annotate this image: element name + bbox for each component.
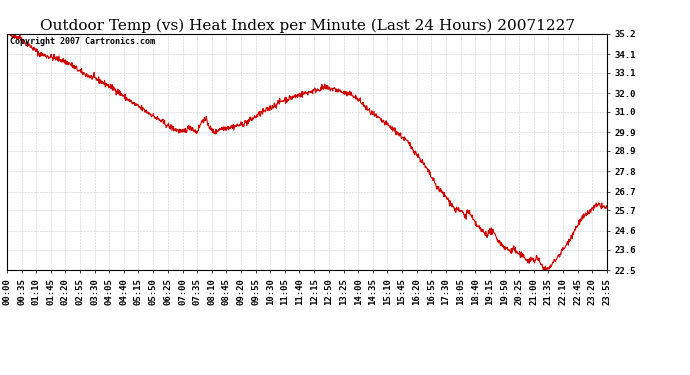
Text: Copyright 2007 Cartronics.com: Copyright 2007 Cartronics.com (10, 37, 155, 46)
Title: Outdoor Temp (vs) Heat Index per Minute (Last 24 Hours) 20071227: Outdoor Temp (vs) Heat Index per Minute … (39, 18, 575, 33)
